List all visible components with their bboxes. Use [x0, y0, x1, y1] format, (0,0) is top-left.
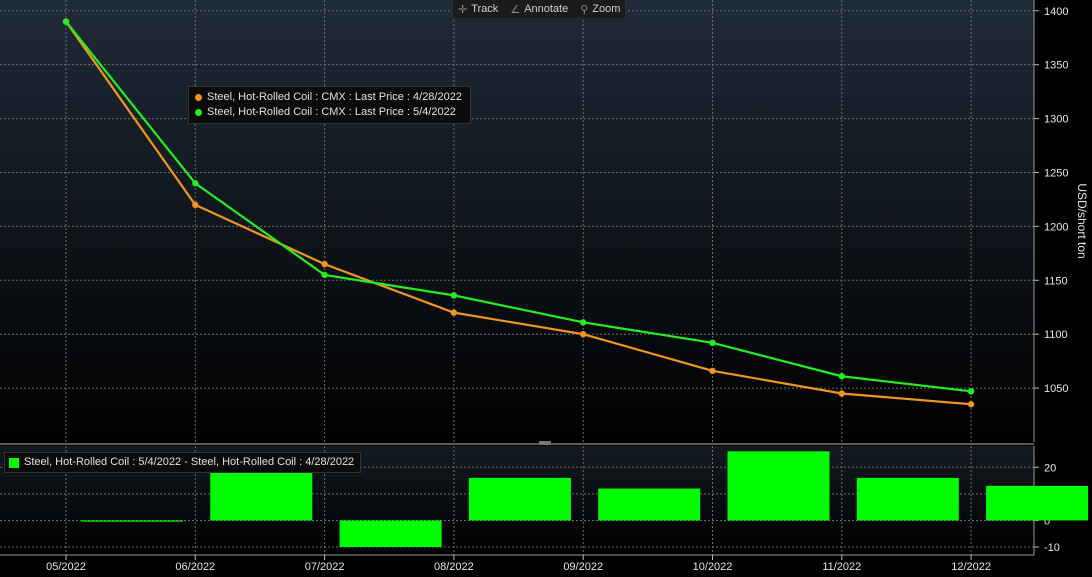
y-tick-label-1150: 1150: [1044, 275, 1068, 287]
y-tick-label-1100: 1100: [1044, 329, 1068, 341]
point-5-4-05/2022: [62, 18, 70, 25]
x-tick-label-09/2022: 09/2022: [563, 561, 603, 573]
price-line-5-4: [65, 20, 972, 393]
point-5-4-09/2022: [580, 319, 587, 326]
y-tick-label-1200: 1200: [1044, 221, 1068, 233]
track-label: Track: [471, 3, 499, 15]
point-5-4-12/2022: [967, 388, 975, 395]
zoom-button[interactable]: ⚲ Zoom: [575, 0, 625, 18]
legend-swatch-4-28: [195, 94, 202, 101]
point-4-28-07/2022: [321, 260, 328, 268]
difference-legend: Steel, Hot-Rolled Coil : 5/4/2022 - Stee…: [4, 452, 362, 473]
legend-entry-difference: Steel, Hot-Rolled Coil : 5/4/2022 - Stee…: [9, 455, 354, 470]
legend-label-difference: Steel, Hot-Rolled Coil : 5/4/2022 - Stee…: [24, 456, 355, 468]
difference-bar-10/2022: [727, 451, 830, 521]
difference-bar-11/2022: [856, 477, 959, 521]
panel-resize-handle: [539, 441, 551, 445]
y-tick-label-1400: 1400: [1044, 6, 1068, 18]
y-tick-label-1300: 1300: [1044, 114, 1068, 126]
crosshair-icon: ✛: [458, 3, 468, 16]
legend-swatch-difference: [9, 457, 19, 468]
point-5-4-08/2022: [450, 292, 458, 299]
annotate-button[interactable]: ∠ Annotate: [505, 0, 573, 18]
annotate-label: Annotate: [524, 3, 569, 15]
x-tick-label-10/2022: 10/2022: [693, 561, 733, 573]
legend-label-5-4: Steel, Hot-Rolled Coil : CMX : Last Pric…: [207, 106, 456, 118]
legend-label-4-28: Steel, Hot-Rolled Coil : CMX : Last Pric…: [207, 91, 462, 103]
pencil-icon: ∠: [510, 3, 521, 16]
price-line-4-28: [65, 20, 972, 406]
point-4-28-06/2022: [192, 201, 199, 209]
x-tick-label-11/2022: 11/2022: [822, 561, 861, 573]
point-4-28-12/2022: [967, 401, 975, 408]
magnifier-icon: ⚲: [580, 3, 589, 16]
point-4-28-08/2022: [450, 309, 458, 316]
legend-swatch-5-4: [195, 109, 202, 116]
legend-entry-5-4: Steel, Hot-Rolled Coil : CMX : Last Pric…: [195, 105, 462, 120]
x-tick-label-06/2022: 06/2022: [175, 561, 215, 573]
x-tick-label-12/2022: 12/2022: [951, 561, 991, 573]
top-plot-area: [0, 0, 1034, 442]
point-5-4-11/2022: [838, 373, 845, 380]
y-tick-label-1250: 1250: [1044, 167, 1068, 179]
x-tick-label-08/2022: 08/2022: [434, 561, 474, 573]
zoom-label: Zoom: [592, 3, 621, 15]
bottom-y-tick-label-20: 20: [1044, 462, 1056, 474]
x-tick-label-05/2022: 05/2022: [46, 561, 86, 573]
point-4-28-09/2022: [580, 330, 587, 338]
difference-bar-07/2022: [339, 520, 442, 548]
chart-toolbar: ✛ Track ∠ Annotate ⚲ Zoom: [452, 0, 627, 19]
point-5-4-07/2022: [321, 271, 328, 279]
point-4-28-10/2022: [709, 367, 716, 375]
point-5-4-10/2022: [709, 339, 716, 347]
x-tick-label-07/2022: 07/2022: [305, 561, 345, 573]
difference-bar-05/2022: [81, 520, 183, 522]
difference-bar-08/2022: [468, 477, 571, 521]
bottom-y-tick-label-0: 0: [1044, 515, 1050, 527]
point-5-4-06/2022: [192, 180, 199, 187]
bottom-y-tick-label--10: -10: [1044, 542, 1060, 554]
difference-bar-09/2022: [598, 488, 701, 521]
track-button[interactable]: ✛ Track: [453, 0, 503, 18]
y-tick-label-1050: 1050: [1044, 383, 1068, 395]
y-tick-label-1350: 1350: [1044, 60, 1068, 72]
y-axis-title: USD/short ton: [1075, 183, 1089, 258]
difference-bar-12/2022: [986, 485, 1089, 521]
point-4-28-11/2022: [838, 390, 845, 397]
legend-entry-4-28: Steel, Hot-Rolled Coil : CMX : Last Pric…: [195, 90, 462, 105]
difference-bar-06/2022: [210, 467, 313, 521]
price-legend: Steel, Hot-Rolled Coil : CMX : Last Pric…: [188, 86, 471, 124]
